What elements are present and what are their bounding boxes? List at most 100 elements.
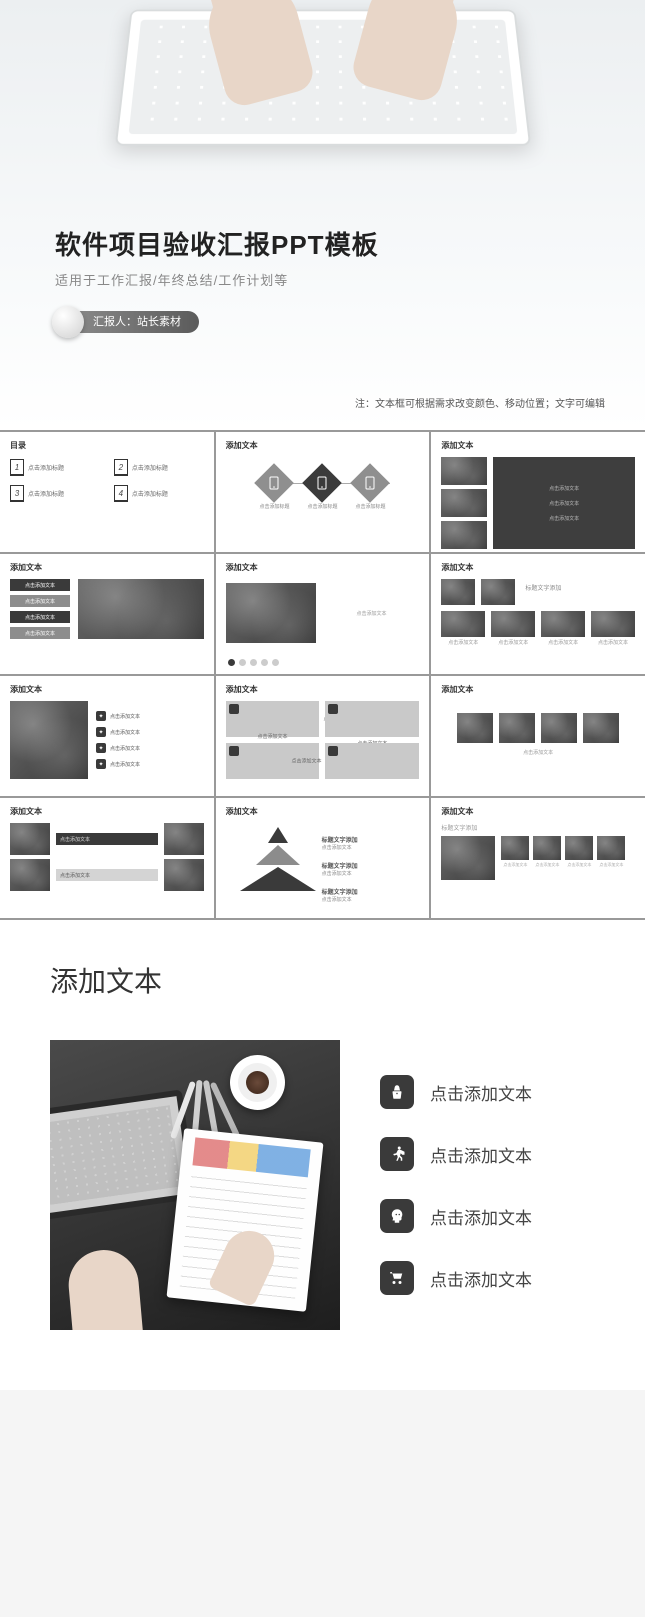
s12-layout: 点击添加文本 点击添加文本 点击添加文本 点击添加文本 xyxy=(441,836,635,880)
block-text: 点击添加文本 xyxy=(549,485,579,492)
image-placeholder xyxy=(226,583,316,643)
toc-item: 4 点击添加标题 xyxy=(114,485,204,501)
list-item: ✦点击添加文本 xyxy=(96,711,204,721)
toc-item: 2 点击添加标题 xyxy=(114,459,204,475)
pyramid-labels: 标题文字添加点击添加文本 标题文字添加点击添加文本 标题文字添加点击添加文本 xyxy=(322,835,358,903)
caption: 点击添加文本 xyxy=(597,862,625,868)
row: 点击添加文本 xyxy=(10,859,204,891)
toc-item: 3 点击添加标题 xyxy=(10,485,100,501)
slide-heading: 添加文本 xyxy=(441,562,635,573)
slide-four-boxes[interactable]: 添加文本 点击添加文本 点击添加文本 点击添加文本 点击添加文本 xyxy=(216,676,430,796)
image-placeholder xyxy=(441,457,487,485)
image-placeholder xyxy=(441,836,495,880)
toc-text: 点击添加标题 xyxy=(132,489,168,498)
toc-rows: 1点击添加标题 2点击添加标题 3点击添加标题 4点击添加标题 xyxy=(10,459,204,501)
caption: 点击添加文本 xyxy=(533,862,561,868)
item-text: 点击添加文本 xyxy=(110,729,140,736)
item-text: 点击添加文本 xyxy=(430,1142,532,1167)
caption: 点击添加文本 xyxy=(441,639,485,646)
detail-heading: 添加文本 xyxy=(50,960,595,1000)
pyramid-label: 标题文字添加点击添加文本 xyxy=(322,835,358,851)
image-placeholder xyxy=(457,713,493,743)
image-placeholder xyxy=(441,611,485,637)
pager-dots xyxy=(228,659,279,666)
slide-four-images[interactable]: 添加文本 标题文字添加 点击添加文本 点击添加文本 点击添加文本 点击添加文本 xyxy=(431,554,645,674)
diamond-caption: 点击添加标题 xyxy=(307,503,337,510)
slide-gallery-block[interactable]: 添加文本 点击添加文本 点击添加文本 点击添加文本 xyxy=(431,432,645,552)
cart-icon xyxy=(380,1261,414,1295)
hero-photo xyxy=(63,0,583,170)
slide-toc[interactable]: 目录 1点击添加标题 2点击添加标题 3点击添加标题 4点击添加标题 xyxy=(0,432,214,552)
toc-num: 3 xyxy=(10,485,24,501)
dot xyxy=(239,659,246,666)
dark-text-block: 点击添加文本 点击添加文本 点击添加文本 xyxy=(493,457,635,549)
diamond-icon xyxy=(255,463,295,503)
label-sub: 点击添加文本 xyxy=(322,897,352,903)
detail-photo xyxy=(50,1040,340,1330)
label-bar: 点击添加文本 xyxy=(10,627,70,639)
slide-icon-list[interactable]: 添加文本 ✦点击添加文本 ✦点击添加文本 ✦点击添加文本 ✦点击添加文本 xyxy=(0,676,214,796)
keyboard-graphic xyxy=(114,10,531,146)
list-item: 点击添加文本 xyxy=(380,1137,595,1171)
pyramid-label: 标题文字添加点击添加文本 xyxy=(322,887,358,903)
image-placeholder xyxy=(533,836,561,860)
run-icon xyxy=(380,1137,414,1171)
block-text: 点击添加文本 xyxy=(549,515,579,522)
caption: 点击添加文本 xyxy=(491,639,535,646)
slide-btns-image[interactable]: 添加文本 点击添加文本 点击添加文本 点击添加文本 点击添加文本 xyxy=(0,554,214,674)
box-icon xyxy=(229,704,239,714)
button-stack: 点击添加文本 点击添加文本 点击添加文本 点击添加文本 xyxy=(10,579,70,639)
image-placeholder xyxy=(541,611,585,637)
toc-num: 4 xyxy=(114,485,128,501)
caption: 点击添加文本 xyxy=(565,862,593,868)
diamond-icon xyxy=(303,463,343,503)
toc-text: 点击添加标题 xyxy=(132,463,168,472)
strip-caption: 点击添加文本 xyxy=(441,749,635,756)
image-cell: 点击添加文本 xyxy=(541,611,585,646)
slide-image-strip[interactable]: 添加文本 点击添加文本 xyxy=(431,676,645,796)
thumb-cell: 点击添加文本 xyxy=(501,836,529,868)
thumb-cell: 点击添加文本 xyxy=(533,836,561,868)
image-placeholder xyxy=(10,701,88,779)
thumb-cell: 点击添加文本 xyxy=(565,836,593,868)
label-bar: 点击添加文本 xyxy=(56,869,158,881)
hand-left xyxy=(66,1247,144,1330)
slide-image-text[interactable]: 添加文本 点击添加文本 xyxy=(216,554,430,674)
toc-num: 2 xyxy=(114,459,128,475)
diamond-row: 点击添加标题 点击添加标题 点击添加标题 xyxy=(226,469,420,497)
label-bar: 点击添加文本 xyxy=(56,833,158,845)
image-cell: 点击添加文本 xyxy=(441,611,485,646)
thumb-col: 点击添加文本 点击添加文本 点击添加文本 点击添加文本 xyxy=(501,836,625,868)
image-placeholder xyxy=(501,836,529,860)
diamond-wrap: 点击添加标题 xyxy=(308,469,336,497)
s3-layout: 点击添加文本 点击添加文本 点击添加文本 xyxy=(441,457,635,549)
caption: 点击添加文本 xyxy=(291,758,321,765)
diamond-caption: 点击添加标题 xyxy=(355,503,385,510)
image-placeholder xyxy=(441,489,487,517)
image-placeholder xyxy=(597,836,625,860)
block-text: 点击添加文本 xyxy=(549,500,579,507)
cover-subtitle: 适用于工作汇报/年终总结/工作计划等 xyxy=(55,270,379,289)
toc-heading: 目录 xyxy=(10,440,204,451)
slide-mixed-images[interactable]: 添加文本 标题文字添加 点击添加文本 点击添加文本 点击添加文本 点击添加文本 xyxy=(431,798,645,918)
cart-icon: ✦ xyxy=(96,759,106,769)
reporter-label: 汇报人：站长素材 xyxy=(65,311,199,333)
cover-slide: 软件项目验收汇报PPT模板 适用于工作汇报/年终总结/工作计划等 汇报人：站长素… xyxy=(0,0,645,430)
slide-heading: 添加文本 xyxy=(441,806,635,817)
slide-heading: 添加文本 xyxy=(226,562,420,573)
image-placeholder xyxy=(491,611,535,637)
list-item: 点击添加文本 xyxy=(380,1075,595,1109)
s6-row: 点击添加文本 点击添加文本 点击添加文本 点击添加文本 xyxy=(441,611,635,646)
s4-layout: 点击添加文本 点击添加文本 点击添加文本 点击添加文本 xyxy=(10,579,204,639)
box-icon xyxy=(328,746,338,756)
pyramid-label: 标题文字添加点击添加文本 xyxy=(322,861,358,877)
image-placeholder xyxy=(481,579,515,605)
slide-rows-image[interactable]: 添加文本 点击添加文本 点击添加文本 xyxy=(0,798,214,918)
slide-heading: 添加文本 xyxy=(441,684,635,695)
caption: 点击添加文本 xyxy=(591,639,635,646)
bag-icon xyxy=(380,1075,414,1109)
thumb-row: 点击添加文本 点击添加文本 点击添加文本 点击添加文本 xyxy=(501,836,625,868)
toc-text: 点击添加标题 xyxy=(28,489,64,498)
slide-pyramid[interactable]: 添加文本 标题文字添加点击添加文本 标题文字添加点击添加文本 标题文字添加点击添… xyxy=(216,798,430,918)
slide-diamonds[interactable]: 添加文本 点击添加标题 点击添加标题 点击添加标题 xyxy=(216,432,430,552)
